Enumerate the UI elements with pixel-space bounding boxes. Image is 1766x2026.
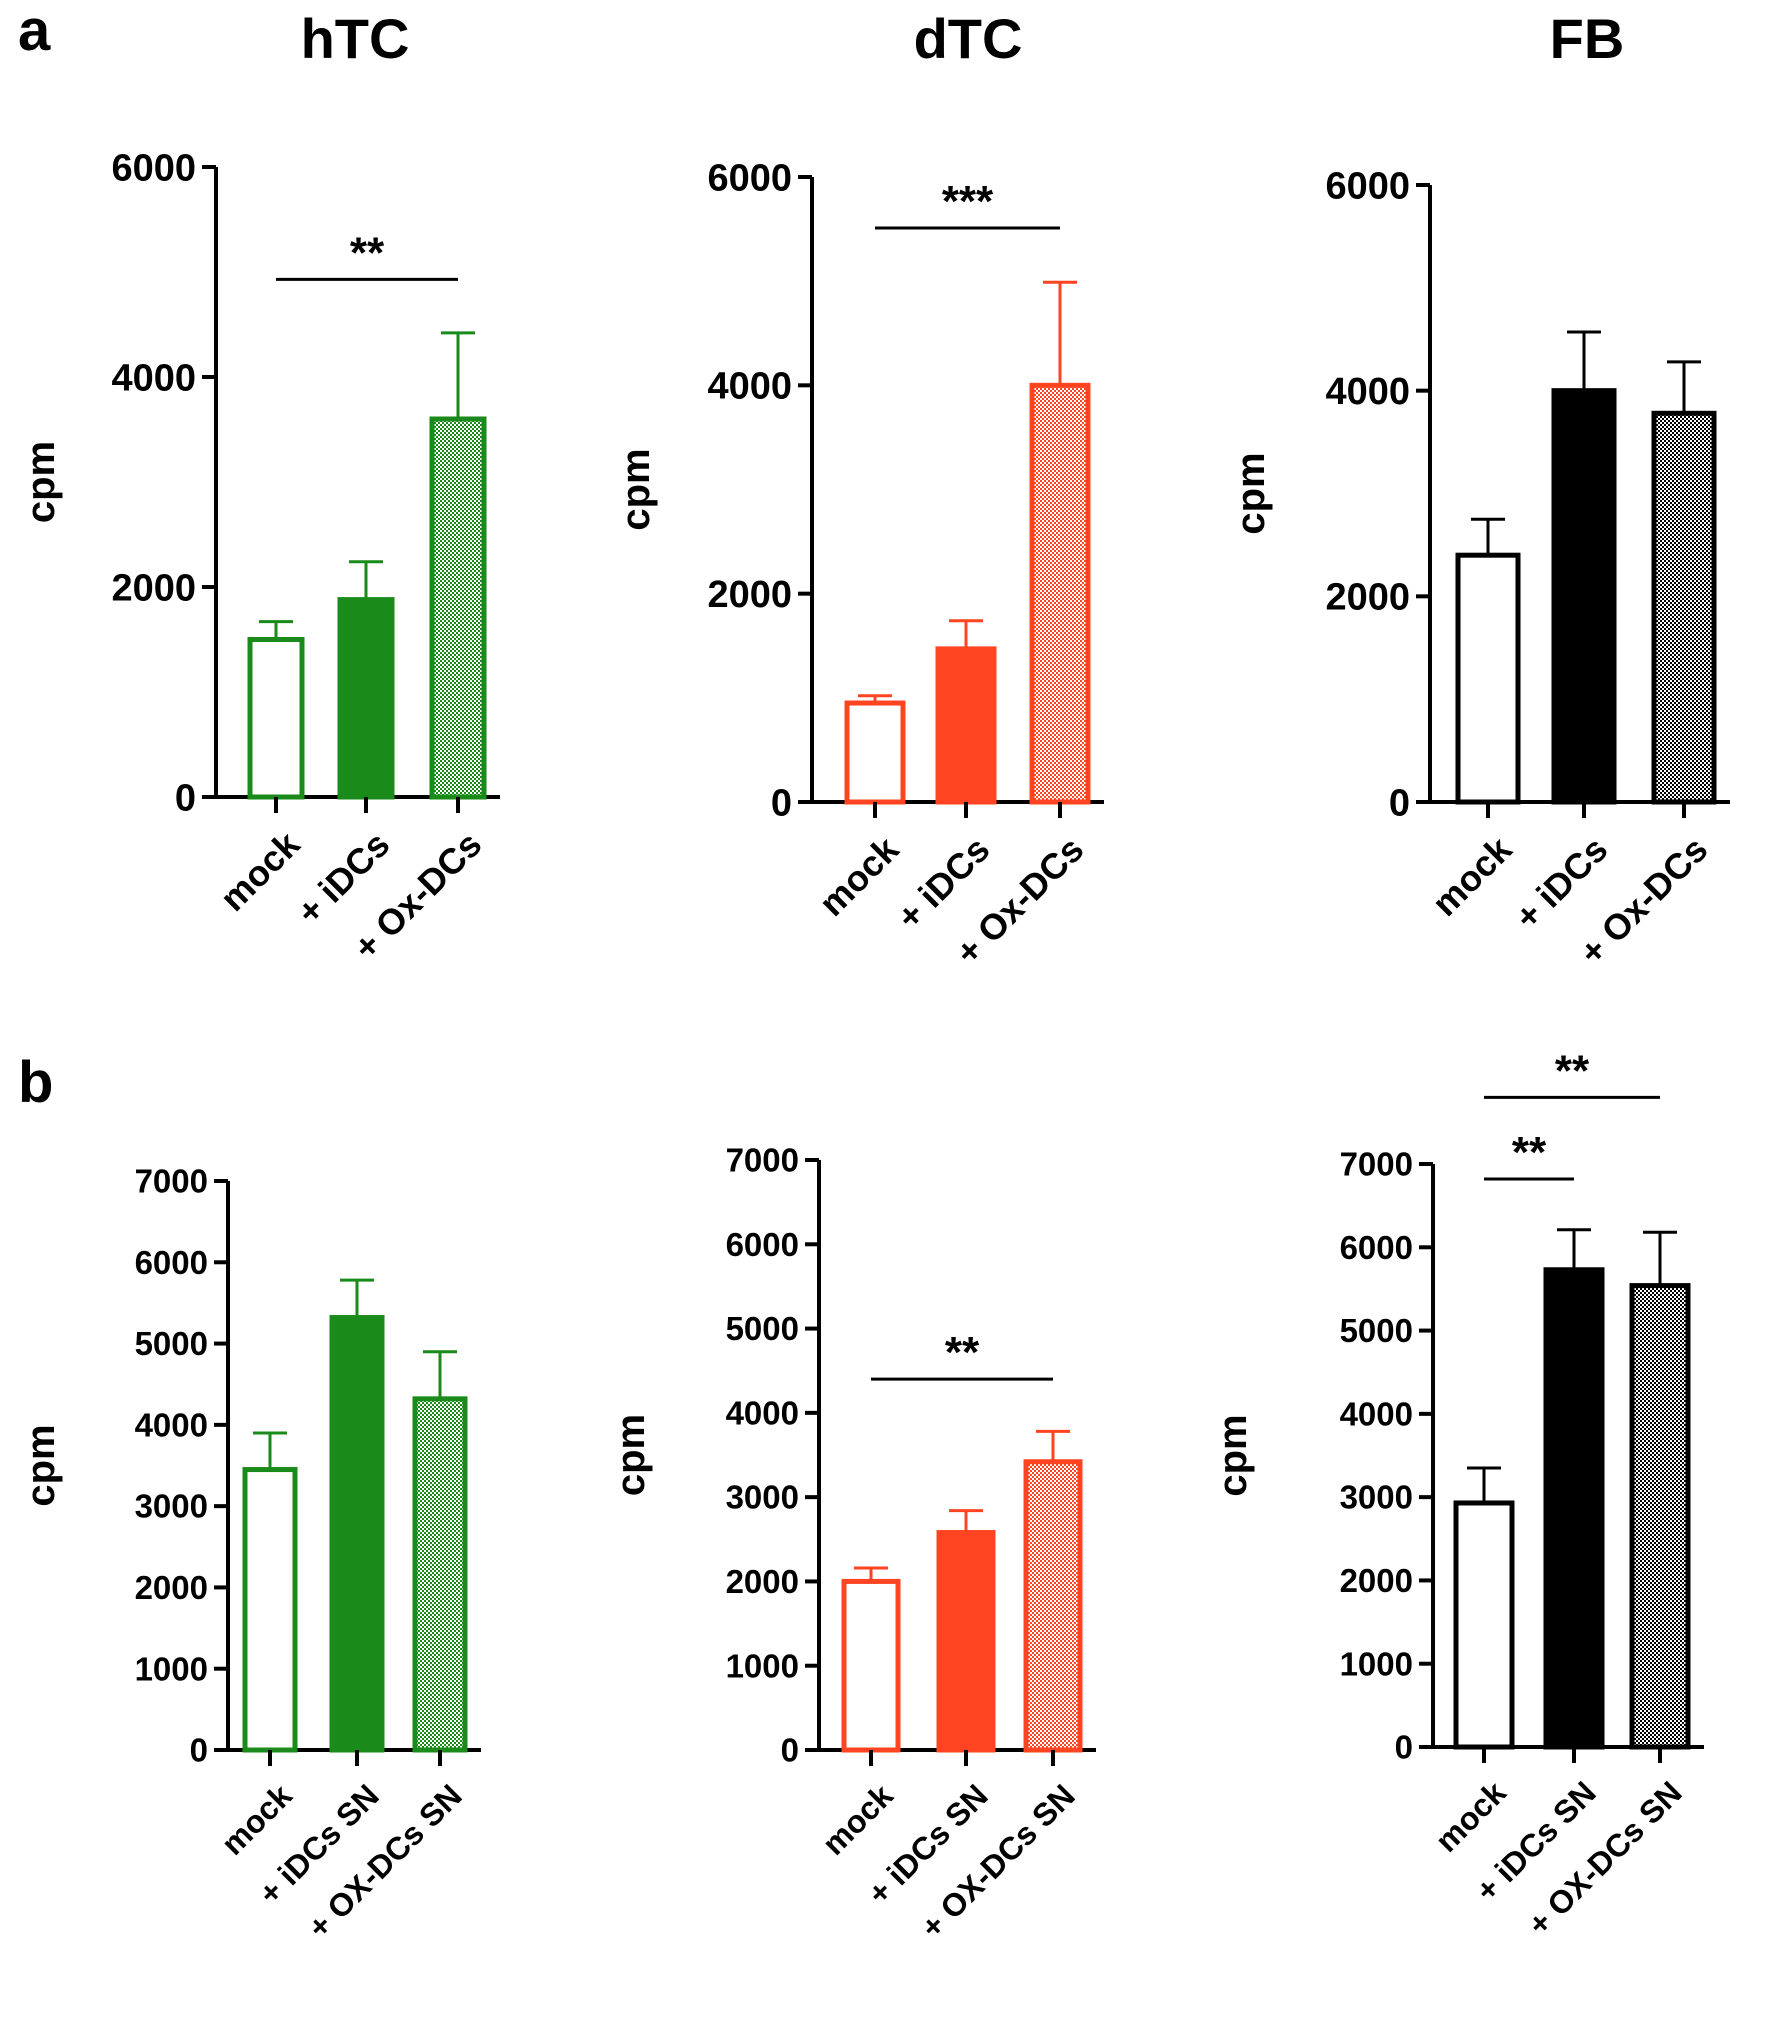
y-tick-label: 6000 xyxy=(111,147,196,189)
chart-title: dTC xyxy=(914,7,1023,70)
y-tick-label: 5000 xyxy=(726,1310,799,1347)
y-tick-label: 2000 xyxy=(111,567,196,609)
y-tick-label: 4000 xyxy=(111,357,196,399)
y-tick-label: 2000 xyxy=(1325,577,1410,619)
y-tick-label: 3000 xyxy=(726,1479,799,1516)
significance-label: *** xyxy=(942,177,994,226)
y-axis-label: cpm xyxy=(614,448,658,530)
y-tick-label: 0 xyxy=(1389,782,1410,824)
panel-label-b: b xyxy=(18,1050,53,1115)
bar xyxy=(247,637,305,800)
y-tick-label: 6000 xyxy=(707,157,792,199)
bar xyxy=(1029,382,1091,805)
y-tick-label: 3000 xyxy=(135,1488,208,1525)
y-tick-label: 2000 xyxy=(1340,1562,1413,1599)
bar xyxy=(329,1315,385,1753)
y-axis-label: cpm xyxy=(19,1424,63,1506)
y-tick-label: 7000 xyxy=(726,1142,799,1179)
y-tick-label: 5000 xyxy=(135,1325,208,1362)
x-tick-label: mock xyxy=(1424,828,1520,924)
y-tick-label: 4000 xyxy=(726,1394,799,1431)
y-tick-label: 7000 xyxy=(135,1163,208,1200)
bar xyxy=(1453,1500,1515,1750)
significance-label: ** xyxy=(350,228,385,277)
y-tick-label: 7000 xyxy=(1340,1146,1413,1183)
bar xyxy=(841,1578,901,1753)
x-tick-label: + OX-DCs SN xyxy=(1521,1774,1689,1942)
bar xyxy=(337,597,395,800)
significance-label: ** xyxy=(1555,1046,1590,1095)
y-tick-label: 6000 xyxy=(1340,1229,1413,1266)
panel-label-a: a xyxy=(18,0,51,63)
y-tick-label: 2000 xyxy=(135,1569,208,1606)
x-tick-label: mock xyxy=(815,1777,900,1862)
y-tick-label: 3000 xyxy=(1340,1479,1413,1516)
y-tick-label: 0 xyxy=(1395,1729,1413,1766)
y-tick-label: 0 xyxy=(781,1732,799,1769)
x-tick-label: mock xyxy=(214,1777,299,1862)
y-tick-label: 6000 xyxy=(135,1244,208,1281)
x-tick-label: + OX-DCs SN xyxy=(914,1777,1082,1945)
y-tick-label: 0 xyxy=(771,782,792,824)
chart-title: FB xyxy=(1550,7,1625,70)
bar xyxy=(412,1396,468,1753)
chart-title: hTC xyxy=(301,7,410,70)
bar xyxy=(935,646,997,805)
y-axis-label: cpm xyxy=(1229,452,1273,534)
y-tick-label: 1000 xyxy=(135,1650,208,1687)
bar xyxy=(1543,1267,1605,1750)
bar xyxy=(1023,1459,1083,1753)
bar xyxy=(844,700,906,805)
bar xyxy=(1551,388,1617,805)
y-axis-label: cpm xyxy=(1211,1414,1255,1496)
significance-label: ** xyxy=(1512,1128,1547,1177)
significance-label: ** xyxy=(945,1328,980,1377)
bar xyxy=(242,1467,298,1753)
y-tick-label: 6000 xyxy=(726,1226,799,1263)
y-tick-label: 0 xyxy=(175,777,196,819)
y-axis-label: cpm xyxy=(609,1414,653,1496)
y-tick-label: 2000 xyxy=(707,574,792,616)
bar xyxy=(429,416,487,800)
bar xyxy=(1455,552,1521,805)
y-tick-label: 1000 xyxy=(726,1647,799,1684)
bar xyxy=(1629,1283,1691,1750)
y-tick-label: 5000 xyxy=(1340,1312,1413,1349)
bar xyxy=(1651,410,1717,805)
y-tick-label: 4000 xyxy=(707,366,792,408)
y-axis-label: cpm xyxy=(19,441,63,523)
y-tick-label: 2000 xyxy=(726,1563,799,1600)
y-tick-label: 6000 xyxy=(1325,165,1410,207)
y-tick-label: 4000 xyxy=(1325,371,1410,413)
y-tick-label: 0 xyxy=(190,1732,208,1769)
y-tick-label: 4000 xyxy=(135,1406,208,1443)
y-tick-label: 4000 xyxy=(1340,1395,1413,1432)
x-tick-label: mock xyxy=(1428,1774,1513,1859)
y-tick-label: 1000 xyxy=(1340,1645,1413,1682)
bar xyxy=(936,1530,996,1753)
